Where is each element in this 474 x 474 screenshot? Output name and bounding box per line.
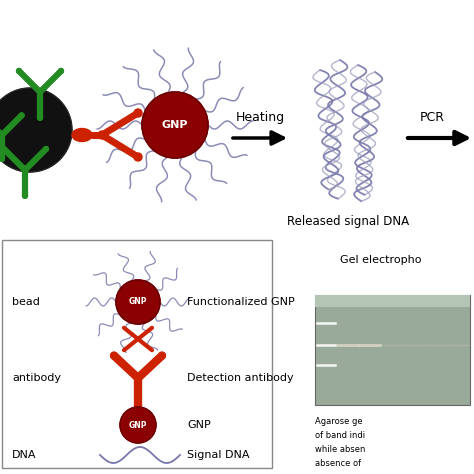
Circle shape [0,156,4,161]
Circle shape [135,403,141,410]
Circle shape [58,69,64,73]
Text: bead: bead [12,297,40,307]
Circle shape [1,146,7,152]
Circle shape [111,352,117,359]
Circle shape [159,352,165,359]
Text: Detection antibody: Detection antibody [187,373,293,383]
Text: PCR: PCR [419,111,445,124]
Text: Signal DNA: Signal DNA [187,450,249,460]
Circle shape [120,407,156,443]
Circle shape [0,88,72,172]
Circle shape [23,193,27,198]
Text: GNP: GNP [187,420,211,430]
Text: antibody: antibody [12,373,61,383]
Text: GNP: GNP [129,420,147,429]
Circle shape [44,146,48,152]
Text: Heating: Heating [236,111,284,124]
Circle shape [134,153,142,161]
FancyBboxPatch shape [2,240,272,468]
Text: Agarose ge: Agarose ge [315,417,363,426]
Text: DNA: DNA [12,450,36,460]
Circle shape [17,69,21,73]
Text: while absen: while absen [315,445,365,454]
Text: of band indi: of band indi [315,431,365,440]
Text: Released signal DNA: Released signal DNA [287,215,409,228]
Circle shape [37,115,43,120]
Text: Functionalized GNP: Functionalized GNP [187,297,295,307]
FancyBboxPatch shape [315,295,470,405]
Text: absence of: absence of [315,459,361,468]
Text: Gel electropho: Gel electropho [340,255,421,265]
Circle shape [116,280,160,324]
Circle shape [134,109,142,117]
Text: GNP: GNP [162,120,188,130]
FancyBboxPatch shape [315,295,470,307]
Circle shape [19,113,24,118]
Text: GNP: GNP [129,298,147,307]
Ellipse shape [72,128,92,142]
Circle shape [98,131,106,139]
Circle shape [142,92,208,158]
